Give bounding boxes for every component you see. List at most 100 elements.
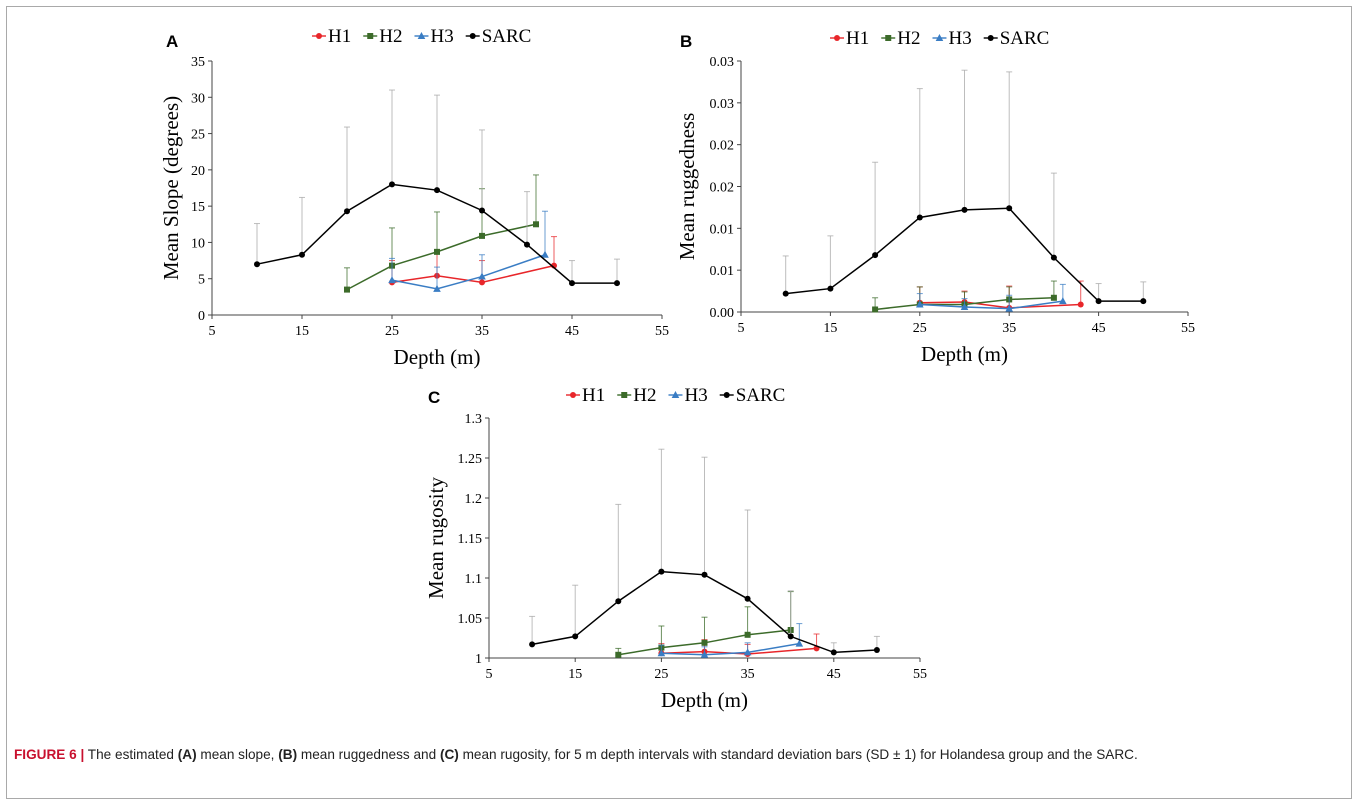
- x-tick-label: 25: [654, 667, 668, 682]
- x-tick-label: 5: [738, 321, 745, 336]
- series-h3: [388, 210, 549, 292]
- marker-h3: [1005, 304, 1013, 312]
- legend-item-h1: H1: [312, 26, 351, 47]
- marker-h2: [479, 232, 485, 239]
- marker-sarc: [827, 285, 834, 292]
- y-tick-label: 1.2: [465, 492, 483, 507]
- legend-label: H3: [430, 26, 453, 47]
- marker-h3: [541, 250, 549, 258]
- series-line-h2: [346, 223, 537, 291]
- series-line-h3: [391, 254, 546, 290]
- y-tick-label: 0.02: [710, 139, 735, 154]
- marker-sarc: [524, 241, 530, 248]
- legend-label: H2: [379, 26, 402, 47]
- y-tick-label: 35: [191, 55, 205, 70]
- marker-h2: [885, 35, 892, 41]
- marker-h3: [795, 639, 804, 647]
- marker-sarc: [572, 633, 579, 640]
- chart-panel-c: C H1 H2 H3 SARC 1 1.05 1.1 1.15 1.2 1.25 1.3 5 15 25 35…: [424, 385, 927, 712]
- marker-h1: [316, 33, 322, 39]
- series-line-h3: [919, 300, 1063, 310]
- marker-sarc: [723, 392, 730, 398]
- legend-item-h2: H2: [363, 26, 402, 47]
- legend-item-sarc: SARC: [983, 28, 1050, 49]
- marker-h1: [834, 35, 840, 41]
- x-tick-label: 55: [913, 667, 927, 682]
- legend-item-h1: H1: [830, 28, 869, 49]
- series-line-h1: [661, 647, 817, 655]
- y-tick-label: 10: [191, 236, 205, 251]
- marker-h2: [872, 306, 879, 313]
- marker-sarc: [987, 35, 994, 41]
- y-tick-label: 0.03: [710, 55, 735, 70]
- series-h3: [916, 283, 1067, 312]
- y-tick-label: 0.02: [710, 181, 735, 196]
- marker-h3: [916, 300, 924, 308]
- marker-sarc: [614, 280, 620, 287]
- y-axis-title: Mean Slope (degrees): [159, 96, 183, 280]
- marker-h1: [1077, 301, 1084, 308]
- marker-h3: [417, 32, 426, 39]
- marker-sarc: [434, 187, 440, 194]
- marker-sarc: [873, 647, 880, 653]
- legend-item-h1: H1: [566, 385, 605, 406]
- marker-h2: [621, 392, 628, 398]
- marker-h1: [570, 392, 576, 398]
- y-tick-label: 25: [191, 128, 205, 143]
- x-tick-label: 15: [295, 324, 309, 339]
- y-tick-label: 20: [191, 164, 205, 179]
- y-tick-label: 0.01: [710, 222, 735, 237]
- marker-h3: [671, 391, 680, 398]
- panel-letter-a: A: [166, 32, 178, 51]
- caption-label: FIGURE 6 |: [14, 747, 85, 762]
- y-tick-label: 1.25: [458, 452, 483, 467]
- x-tick-label: 25: [913, 321, 927, 336]
- y-tick-label: 1.3: [465, 412, 483, 427]
- series-line-h3: [661, 642, 800, 656]
- marker-sarc: [1050, 254, 1057, 261]
- y-tick-label: 15: [191, 200, 205, 215]
- marker-sarc: [916, 214, 923, 221]
- x-tick-label: 45: [827, 667, 841, 682]
- legend-label: SARC: [736, 385, 786, 406]
- marker-sarc: [744, 595, 751, 602]
- legend-label: H2: [897, 28, 920, 49]
- legend-item-sarc: SARC: [465, 26, 531, 47]
- legend-label: SARC: [1000, 28, 1050, 49]
- legend-item-sarc: SARC: [719, 385, 786, 406]
- y-axis-title: Mean ruggedness: [675, 113, 699, 261]
- marker-sarc: [1095, 298, 1102, 305]
- caption-text-1: The estimated: [84, 747, 178, 762]
- marker-h3: [743, 648, 752, 656]
- y-axis-title: Mean rugosity: [424, 477, 448, 599]
- y-tick-label: 1.15: [458, 532, 483, 547]
- legend-label: H1: [328, 26, 351, 47]
- y-tick-label: 0.01: [710, 264, 735, 279]
- series-line-h1: [391, 264, 555, 284]
- marker-sarc: [469, 33, 476, 39]
- marker-sarc: [569, 280, 575, 287]
- marker-sarc: [1140, 298, 1147, 305]
- marker-sarc: [254, 261, 260, 268]
- series-sarc: [529, 448, 880, 656]
- y-tick-label: 0.03: [710, 97, 735, 112]
- x-tick-label: 45: [1092, 321, 1106, 336]
- legend-item-h3: H3: [932, 28, 972, 49]
- chart-panel-b: B H1 H2 H3 SARC 0.00 0.01 0.01 0.02 0.02 0.03 0.03 5…: [675, 28, 1195, 366]
- x-tick-label: 55: [655, 324, 669, 339]
- x-tick-label: 35: [741, 667, 755, 682]
- marker-h3: [657, 649, 666, 657]
- marker-sarc: [782, 290, 789, 297]
- y-tick-label: 0: [198, 309, 205, 324]
- x-tick-label: 5: [486, 667, 493, 682]
- caption-panel-b: (B): [278, 747, 298, 762]
- marker-h2: [344, 286, 350, 293]
- marker-h3: [1059, 297, 1067, 305]
- marker-sarc: [299, 251, 305, 258]
- x-tick-label: 55: [1181, 321, 1195, 336]
- marker-h3: [478, 272, 486, 280]
- series-sarc: [782, 69, 1147, 305]
- x-axis-title: Depth (m): [921, 342, 1008, 366]
